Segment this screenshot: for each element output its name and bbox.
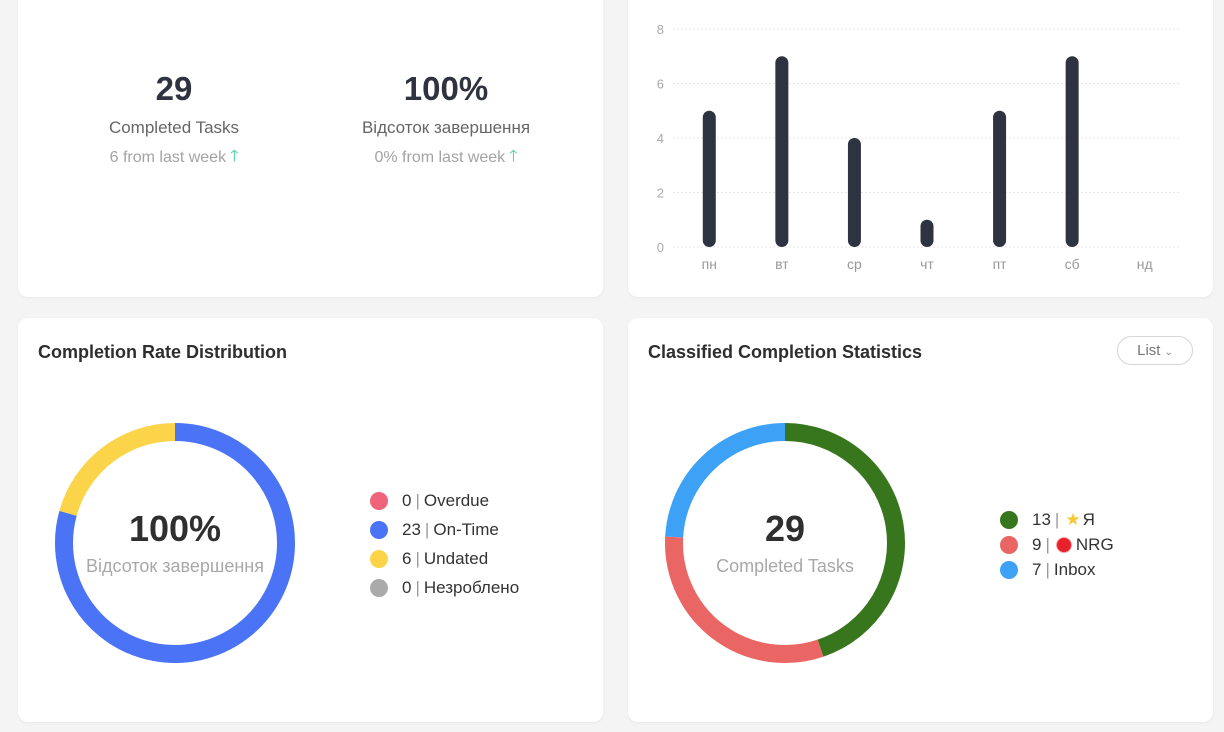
- legend-count: 23: [402, 519, 421, 539]
- list-view-label: List: [1137, 342, 1161, 359]
- legend-dot: [1000, 535, 1018, 554]
- x-tick-label: нд: [1137, 256, 1153, 272]
- classified-stats-title: Classified Completion Statistics: [648, 342, 923, 362]
- x-tick-label: сб: [1065, 256, 1080, 272]
- bar-пт: [993, 110, 1007, 247]
- legend-item-ya[interactable]: 13 | ★ Я: [1000, 507, 1114, 532]
- donut-center-value: 100%: [128, 508, 222, 549]
- legend-count: 0: [402, 577, 412, 597]
- completion-rate-legend: 0 | Overdue 23 | On-Time 6 | Undated 0 | Незробл…: [370, 486, 519, 602]
- stats-card: 29 Completed Tasks 6 from last week 🡑 100…: [18, 0, 603, 297]
- legend-label: Я: [1082, 509, 1095, 529]
- legend-dot: [370, 520, 388, 539]
- classified-donut: [665, 423, 905, 663]
- weekly-bar-chart-card: 0 2 4 6 8 пн вт ср чт пт сб нд: [628, 0, 1213, 297]
- red-circle-icon: [1055, 536, 1072, 553]
- arrow-up-icon: 🡑: [230, 148, 239, 165]
- classified-stats-card: Classified Completion Statistics List ⌄ 2…: [628, 318, 1213, 722]
- classified-legend: 13 | ★ Я 9 | NRG 7 | Inbox: [1000, 507, 1114, 582]
- completion-rate-label: Відсоток завершення: [361, 118, 531, 137]
- slice-Я: [784, 423, 905, 657]
- x-tick-label: пн: [702, 256, 717, 272]
- legend-label: Inbox: [1053, 559, 1096, 579]
- y-tick-label: 6: [657, 77, 664, 92]
- legend-count: 7: [1032, 559, 1042, 579]
- completion-rate-center: 100% Відсоток завершення: [55, 508, 295, 577]
- legend-count: 9: [1032, 534, 1042, 554]
- completed-tasks-delta: 6 from last week 🡑: [44, 146, 304, 173]
- legend-label: NRG: [1075, 534, 1114, 554]
- completion-rate-stat: 100% Відсоток завершення 0% from last we…: [316, 70, 576, 173]
- completion-rate-card: Completion Rate Distribution 100% Відсот…: [18, 318, 603, 722]
- legend-dot: [370, 578, 388, 597]
- completion-rate-donut: [55, 423, 295, 663]
- bar-чт: [920, 219, 934, 247]
- x-tick-label: ср: [847, 256, 862, 272]
- legend-item-inbox[interactable]: 7 | Inbox: [1000, 557, 1114, 582]
- y-tick-label: 2: [657, 186, 664, 201]
- completion-rate-delta: 0% from last week 🡑: [316, 146, 576, 173]
- legend-dot: [370, 491, 388, 510]
- completed-tasks-value: 29: [155, 70, 193, 107]
- legend-count: 6: [402, 548, 412, 568]
- slice-Inbox: [665, 423, 786, 538]
- y-tick-label: 0: [657, 240, 664, 255]
- legend-item-not-done[interactable]: 0 | Незроблено: [370, 573, 519, 602]
- slice-NRG: [665, 536, 824, 663]
- star-icon: ★: [1065, 509, 1081, 529]
- weekly-bar-chart: 0 2 4 6 8 пн вт ср чт пт сб нд: [657, 22, 1181, 272]
- bar-пн: [702, 110, 716, 247]
- completion-rate-delta-text: 0% from last week: [374, 149, 506, 166]
- donut-center-label: Completed Tasks: [716, 556, 854, 576]
- donut-center-label: Відсоток завершення: [86, 556, 264, 576]
- x-tick-label: чт: [920, 256, 934, 272]
- classified-center: 29 Completed Tasks: [665, 508, 905, 577]
- x-tick-label: пт: [993, 256, 1008, 272]
- legend-item-overdue[interactable]: 0 | Overdue: [370, 486, 519, 515]
- legend-label: Overdue: [423, 490, 490, 510]
- bar-сб: [1065, 56, 1079, 247]
- legend-label: On-Time: [433, 519, 499, 539]
- y-tick-label: 4: [657, 131, 664, 146]
- donut-center-value: 29: [764, 508, 806, 549]
- legend-item-undated[interactable]: 6 | Undated: [370, 544, 519, 573]
- completion-rate-title: Completion Rate Distribution: [38, 342, 287, 362]
- legend-item-nrg[interactable]: 9 | NRG: [1000, 532, 1114, 557]
- legend-label: Незроблено: [423, 577, 520, 597]
- chevron-down-icon: ⌄: [1164, 347, 1173, 358]
- legend-count: 0: [402, 490, 412, 510]
- arrow-up-icon: 🡑: [509, 148, 518, 165]
- bar-вт: [775, 56, 789, 247]
- list-view-dropdown[interactable]: List ⌄: [1117, 336, 1193, 365]
- completion-rate-value: 100%: [403, 70, 489, 107]
- slice-On-Time: [55, 423, 295, 663]
- completed-tasks-label: Completed Tasks: [108, 118, 240, 137]
- bar-ср: [847, 138, 861, 247]
- legend-item-on-time[interactable]: 23 | On-Time: [370, 515, 519, 544]
- completed-tasks-delta-text: 6 from last week: [109, 149, 227, 166]
- completed-tasks-stat: 29 Completed Tasks 6 from last week 🡑: [44, 70, 304, 173]
- legend-count: 13: [1032, 509, 1051, 529]
- x-tick-label: вт: [775, 256, 789, 272]
- slice-Undated: [59, 423, 176, 516]
- legend-dot: [370, 549, 388, 568]
- legend-dot: [1000, 510, 1018, 529]
- legend-label: Undated: [423, 548, 489, 568]
- legend-dot: [1000, 560, 1018, 579]
- y-tick-label: 8: [657, 22, 664, 37]
